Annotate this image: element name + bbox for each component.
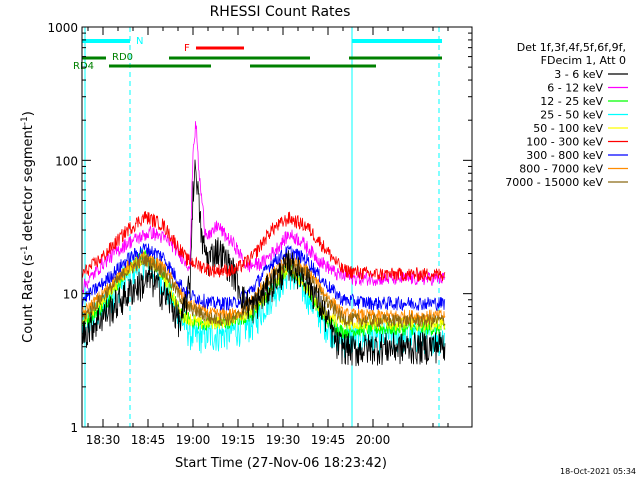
- y-tick-label-0: 1: [70, 421, 78, 435]
- series-layer: [82, 121, 446, 367]
- legend-label-2: 12 - 25 keV: [540, 95, 603, 108]
- legend-label-6: 300 - 800 keV: [526, 149, 603, 162]
- x-tick-label-3: 19:15: [221, 433, 256, 447]
- x-axis-ticks: 18:30 18:45 19:00 19:15 19:30 19:45 20:00: [86, 27, 449, 447]
- series-line-6: [82, 243, 446, 312]
- ylabel-part: detector segment: [21, 125, 36, 245]
- legend-header-1: FDecim 1, Att 0: [541, 54, 626, 67]
- x-axis-label: Start Time (27-Nov-06 18:23:42): [175, 456, 387, 471]
- rd0-label: RD0: [112, 52, 133, 63]
- legend-label-7: 800 - 7000 keV: [519, 163, 603, 176]
- legend-label-5: 100 - 300 keV: [526, 136, 603, 149]
- night-label: N: [136, 36, 143, 47]
- legend-label-4: 50 - 100 keV: [533, 122, 603, 135]
- ylabel-superscript: -1: [20, 245, 30, 254]
- legend-label-8: 7000 - 15000 keV: [505, 176, 603, 189]
- x-tick-label-5: 19:45: [311, 433, 346, 447]
- legend-label-3: 25 - 50 keV: [540, 109, 603, 122]
- plot-frame: [81, 26, 473, 428]
- x-tick-label-6: 20:00: [356, 433, 391, 447]
- y-tick-label-3: 1000: [47, 21, 78, 35]
- x-tick-label-4: 19:30: [266, 433, 301, 447]
- legend: Det 1f,3f,4f,5f,6f,9f,FDecim 1, Att 03 -…: [505, 41, 628, 189]
- ylabel-part: ): [21, 111, 36, 116]
- flare-label: F: [184, 43, 190, 54]
- y-axis-ticks: 1 10 100 1000: [47, 21, 472, 435]
- x-tick-label-2: 19:00: [176, 433, 211, 447]
- flag-bars: N F RD0 RD4: [73, 36, 442, 72]
- series-line-0: [82, 159, 446, 367]
- y-tick-label-1: 10: [63, 288, 78, 302]
- legend-label-0: 3 - 6 keV: [554, 68, 603, 81]
- x-tick-label-0: 18:30: [86, 433, 121, 447]
- rd4-label: RD4: [73, 61, 94, 72]
- y-axis-label: Count Rate (s-1 detector segment-1): [20, 111, 36, 343]
- legend-header-0: Det 1f,3f,4f,5f,6f,9f,: [517, 41, 626, 54]
- y-tick-label-2: 100: [55, 154, 78, 168]
- x-tick-label-1: 18:45: [131, 433, 166, 447]
- chart-title: RHESSI Count Rates: [210, 4, 351, 20]
- series-line-5: [82, 211, 446, 282]
- ylabel-superscript: -1: [20, 116, 30, 125]
- footer-timestamp: 18-Oct-2021 05:34: [560, 467, 636, 476]
- legend-label-1: 6 - 12 keV: [547, 82, 603, 95]
- ylabel-part: Count Rate (s: [21, 254, 36, 343]
